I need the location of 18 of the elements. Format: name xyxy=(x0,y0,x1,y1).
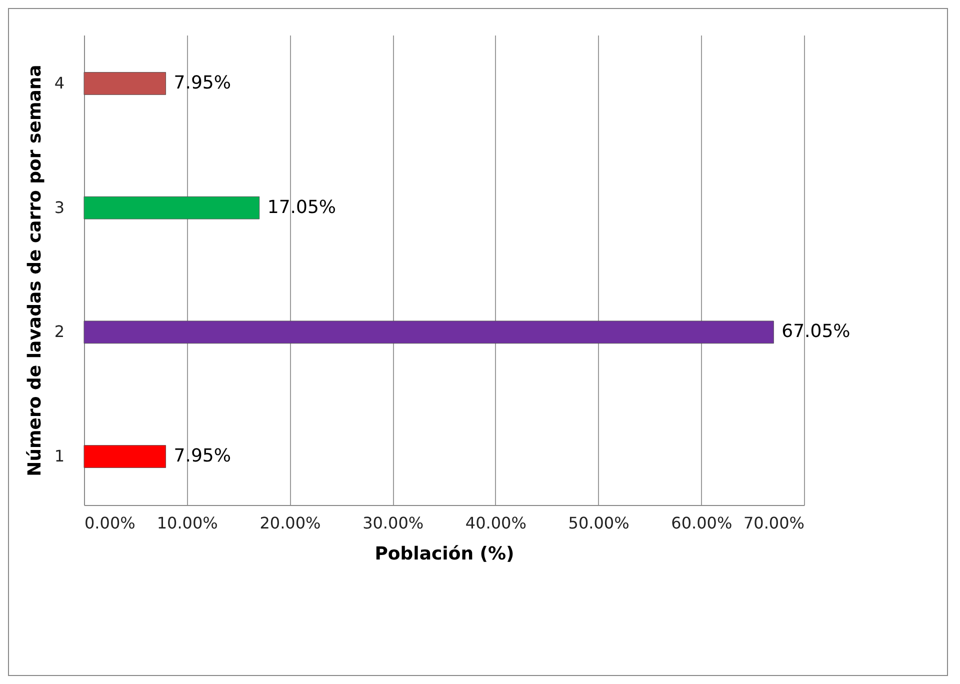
x-tick-label: 60.00% xyxy=(671,514,732,532)
y-tick-label: 1 xyxy=(54,446,64,466)
x-axis-title: Población (%) xyxy=(374,544,514,564)
data-label: 17.05% xyxy=(267,196,336,218)
x-tick-label: 0.00% xyxy=(84,514,136,532)
x-tick-label: 20.00% xyxy=(260,514,321,532)
data-label: 7.95% xyxy=(174,446,231,467)
x-tick-label: 70.00% xyxy=(743,514,804,532)
data-label: 7.95% xyxy=(174,72,231,94)
x-tick-label: 10.00% xyxy=(156,514,218,532)
y-tick-label: 4 xyxy=(54,73,64,92)
y-tick-label: 2 xyxy=(54,322,64,342)
x-tick-label: 30.00% xyxy=(362,514,424,532)
x-tick-label: 40.00% xyxy=(465,514,526,532)
y-tick-label: 3 xyxy=(54,198,64,217)
x-tick-label: 50.00% xyxy=(568,514,630,532)
y-axis-title: Número de lavadas de carro por semana xyxy=(24,64,46,476)
data-label: 67.05% xyxy=(782,321,850,342)
